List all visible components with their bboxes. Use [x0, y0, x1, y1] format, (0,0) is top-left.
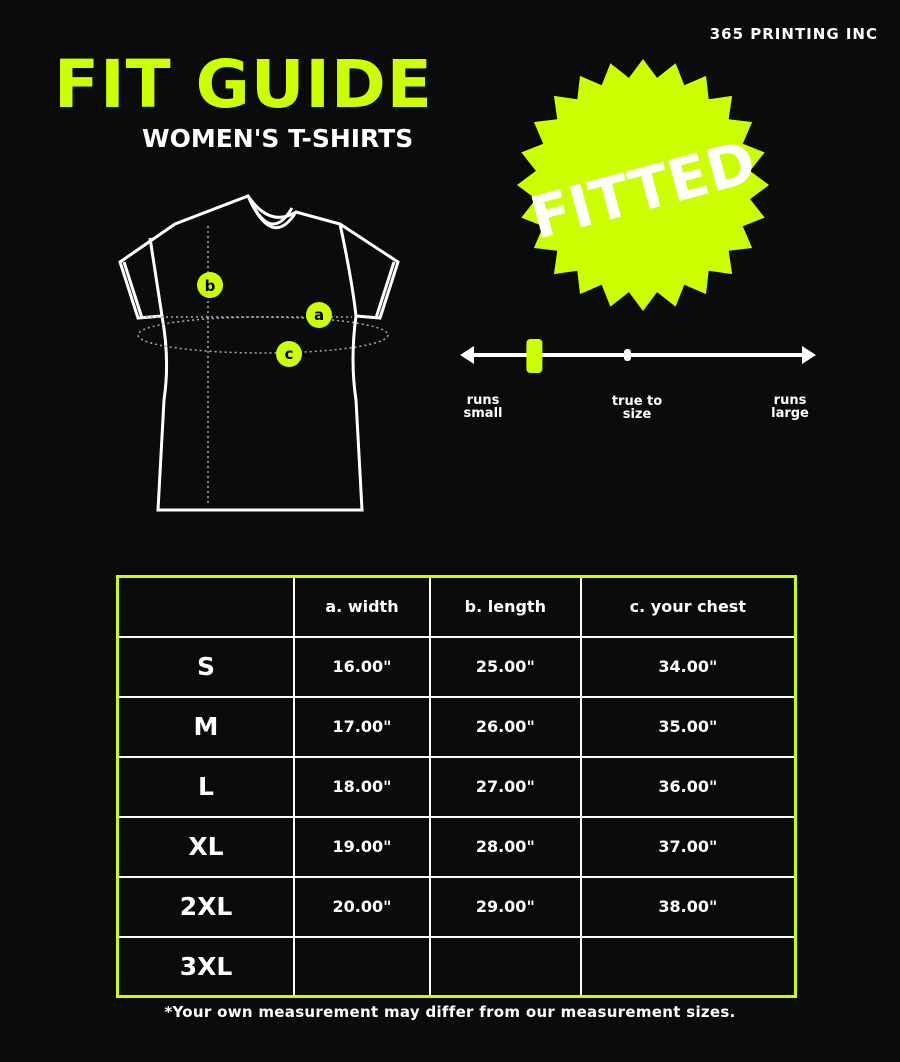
measurement-cell: 36.00"	[579, 755, 797, 818]
size-label: 3XL	[116, 935, 295, 998]
arrow-left-icon	[460, 346, 474, 364]
header-cell: c. your chest	[579, 575, 797, 638]
header-cell: a. width	[293, 575, 431, 638]
table-row: 2XL 20.00" 29.00" 38.00"	[116, 875, 797, 938]
measurement-cell: 27.00"	[428, 755, 582, 818]
true-to-size-tick	[624, 349, 631, 361]
marker-b: b	[197, 272, 223, 298]
svg-text:a: a	[314, 306, 324, 324]
measurement-cell	[579, 935, 797, 998]
size-label: S	[116, 635, 295, 698]
size-label: M	[116, 695, 295, 758]
fit-indicator	[526, 339, 543, 373]
size-label: XL	[116, 815, 295, 878]
measurement-cell: 16.00"	[293, 635, 431, 698]
fitted-badge-starburst	[517, 59, 769, 311]
table-row: M 17.00" 26.00" 35.00"	[116, 695, 797, 758]
table-row: 3XL	[116, 935, 797, 998]
header-cell: b. length	[428, 575, 582, 638]
table-row: L 18.00" 27.00" 36.00"	[116, 755, 797, 818]
brand-name: 365 PRINTING INC	[709, 25, 878, 43]
table-row: XL 19.00" 28.00" 37.00"	[116, 815, 797, 878]
page-subtitle: WOMEN'S T-SHIRTS	[142, 124, 414, 153]
marker-a: a	[306, 302, 332, 328]
measurement-cell: 34.00"	[579, 635, 797, 698]
measurement-cell: 20.00"	[293, 875, 431, 938]
measurement-cell: 35.00"	[579, 695, 797, 758]
measurement-cell: 25.00"	[428, 635, 582, 698]
size-label: 2XL	[116, 875, 295, 938]
measurement-cell: 26.00"	[428, 695, 582, 758]
measurement-cell: 17.00"	[293, 695, 431, 758]
size-label: L	[116, 755, 295, 818]
fit-scale	[460, 339, 816, 373]
measurement-cell: 18.00"	[293, 755, 431, 818]
svg-text:c: c	[285, 345, 294, 363]
label-runs-large: runs large	[771, 393, 809, 421]
measure-lines	[137, 226, 389, 506]
table-row: S 16.00" 25.00" 34.00"	[116, 635, 797, 698]
measurement-cell	[428, 935, 582, 998]
table-header-row: a. width b. length c. your chest	[116, 575, 797, 638]
footnote: *Your own measurement may differ from ou…	[164, 1003, 736, 1021]
label-runs-small: runs small	[463, 393, 503, 421]
illustration: b a c FITTED	[118, 59, 816, 512]
tshirt-diagram	[118, 194, 400, 512]
measurement-cell: 19.00"	[293, 815, 431, 878]
measurement-cell: 28.00"	[428, 815, 582, 878]
label-true-to-size: true to size	[611, 394, 663, 422]
measurement-cell: 37.00"	[579, 815, 797, 878]
header-cell	[116, 575, 295, 638]
marker-c: c	[276, 341, 302, 367]
measurement-cell: 29.00"	[428, 875, 582, 938]
measurement-cell: 38.00"	[579, 875, 797, 938]
arrow-right-icon	[802, 346, 816, 364]
svg-text:b: b	[205, 277, 216, 295]
page-title: FIT GUIDE	[54, 46, 433, 123]
size-chart: a. width b. length c. your chest S 16.00"…	[116, 575, 797, 998]
measurement-cell	[293, 935, 431, 998]
